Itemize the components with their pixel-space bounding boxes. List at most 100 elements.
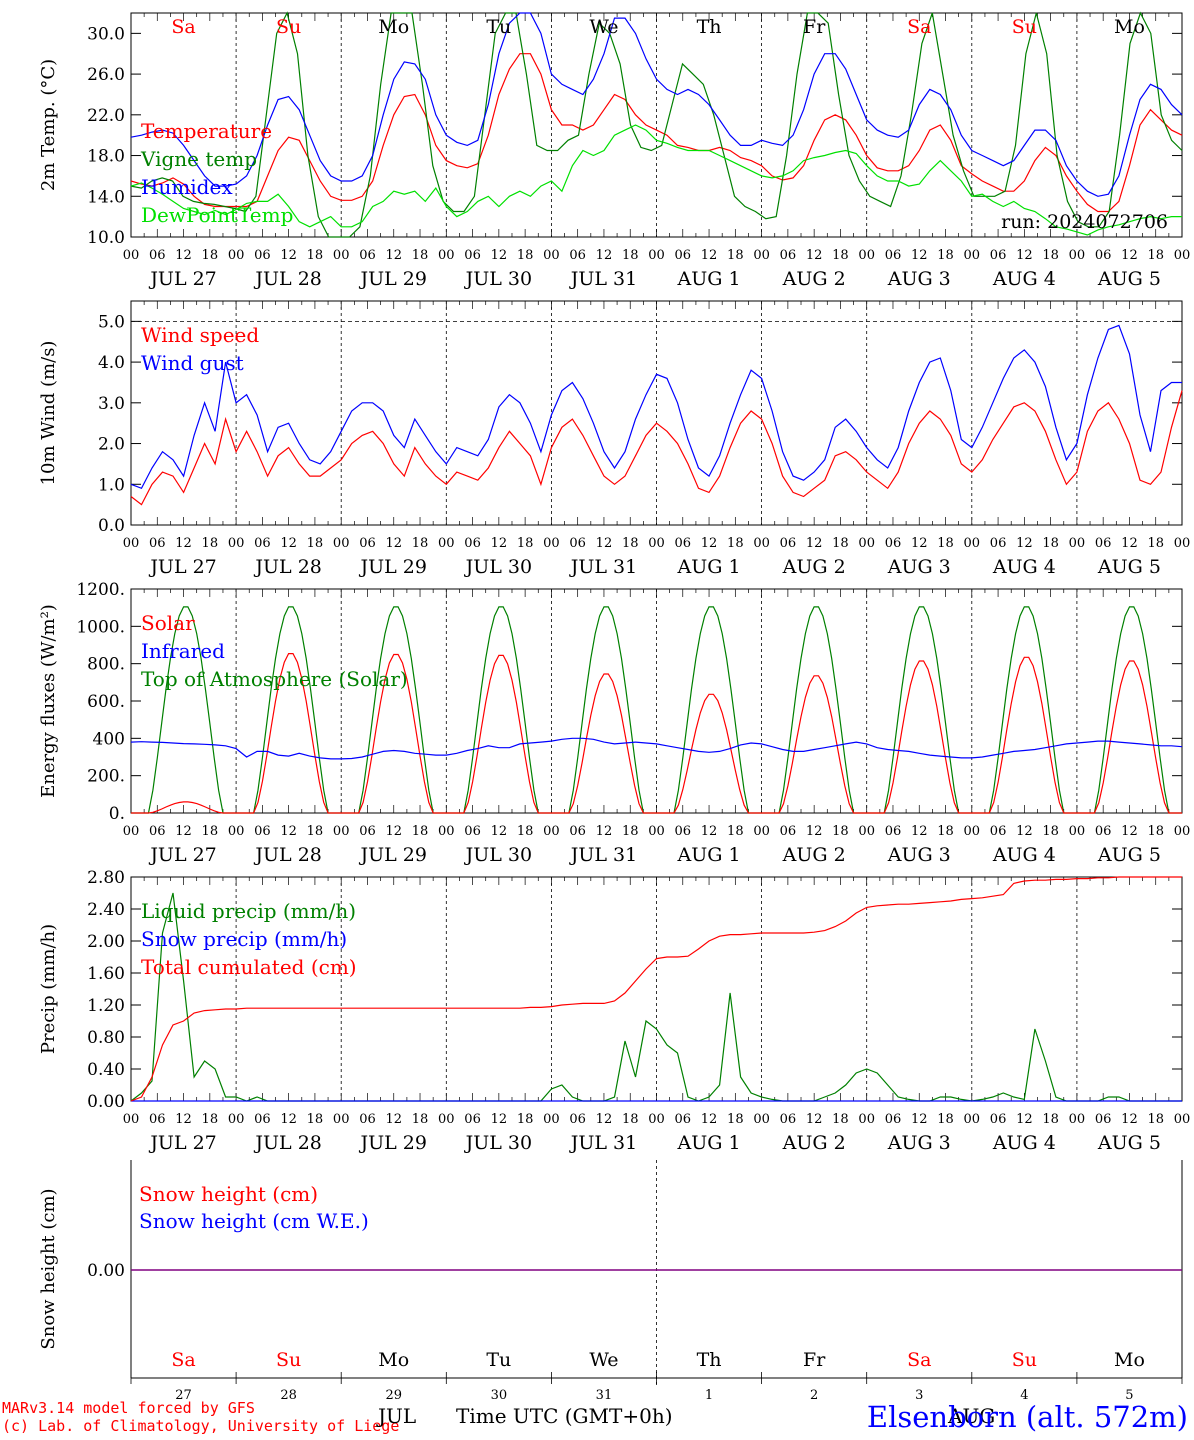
legend-infrared: Infrared bbox=[141, 639, 225, 663]
hour-label: 06 bbox=[990, 536, 1007, 551]
y-tick-label: 200. bbox=[87, 767, 125, 787]
hour-label: 00 bbox=[858, 248, 875, 263]
hour-label: 12 bbox=[175, 248, 192, 263]
hour-label: 00 bbox=[1174, 248, 1191, 263]
hour-label: 12 bbox=[491, 824, 508, 839]
hour-label: 00 bbox=[228, 248, 245, 263]
hour-label: 00 bbox=[123, 824, 140, 839]
hour-label: 18 bbox=[727, 536, 744, 551]
panel-frame bbox=[130, 588, 1183, 814]
legend-solar: Solar bbox=[141, 611, 195, 635]
hour-label: 18 bbox=[202, 1112, 219, 1127]
hour-label: 00 bbox=[1069, 248, 1086, 263]
day-number: 30 bbox=[491, 1388, 508, 1403]
hour-label: 18 bbox=[1147, 536, 1164, 551]
legend-vigne-temp: Vigne temp bbox=[140, 147, 257, 171]
date-label: JUL 28 bbox=[253, 556, 321, 578]
hour-label: 18 bbox=[727, 248, 744, 263]
hour-label: 18 bbox=[1042, 536, 1059, 551]
date-label: AUG 1 bbox=[677, 268, 741, 290]
hour-label: 00 bbox=[333, 824, 350, 839]
hour-label: 00 bbox=[1174, 1112, 1191, 1127]
day-name: Fr bbox=[803, 1349, 826, 1371]
y-tick-label: 1000. bbox=[76, 617, 125, 637]
hour-label: 18 bbox=[1147, 824, 1164, 839]
y-tick-label: 14.0 bbox=[87, 187, 125, 207]
date-label: JUL 30 bbox=[464, 268, 532, 290]
hour-label: 06 bbox=[885, 248, 902, 263]
y-tick-label: 1.20 bbox=[87, 996, 125, 1016]
hour-label: 06 bbox=[464, 824, 481, 839]
day-name: Mo bbox=[1114, 16, 1145, 38]
day-name: Su bbox=[276, 1349, 301, 1371]
date-label: AUG 4 bbox=[992, 844, 1056, 866]
hour-label: 18 bbox=[1042, 824, 1059, 839]
date-label: JUL 28 bbox=[253, 268, 321, 290]
date-label: AUG 5 bbox=[1097, 268, 1161, 290]
hour-label: 00 bbox=[543, 824, 560, 839]
hour-label: 12 bbox=[596, 1112, 613, 1127]
y-tick-label: 26.0 bbox=[87, 65, 125, 85]
hour-label: 00 bbox=[438, 536, 455, 551]
date-label: JUL 31 bbox=[569, 268, 637, 290]
date-label: JUL 30 bbox=[464, 844, 532, 866]
hour-label: 06 bbox=[780, 536, 797, 551]
hour-label: 12 bbox=[596, 248, 613, 263]
hour-label: 00 bbox=[123, 248, 140, 263]
hour-label: 12 bbox=[596, 824, 613, 839]
hour-label: 18 bbox=[412, 824, 429, 839]
y-axis-label: 2m Temp. (°C) bbox=[38, 59, 59, 191]
hour-label: 06 bbox=[149, 536, 166, 551]
hour-label: 00 bbox=[648, 1112, 665, 1127]
hour-label: 12 bbox=[596, 536, 613, 551]
y-tick-label: 2.80 bbox=[87, 868, 125, 888]
date-label: AUG 3 bbox=[887, 268, 951, 290]
date-label: JUL 29 bbox=[359, 556, 427, 578]
date-label: AUG 4 bbox=[992, 268, 1056, 290]
hour-label: 06 bbox=[359, 1112, 376, 1127]
series-humidex bbox=[130, 12, 1183, 197]
hour-label: 06 bbox=[885, 824, 902, 839]
hour-label: 00 bbox=[648, 248, 665, 263]
day-number: 27 bbox=[175, 1388, 192, 1403]
hour-label: 06 bbox=[569, 1112, 586, 1127]
y-tick-label: 0. bbox=[109, 804, 125, 824]
hour-label: 18 bbox=[307, 824, 324, 839]
series-wind-speed bbox=[130, 390, 1183, 506]
day-name: Fr bbox=[803, 16, 826, 38]
hour-label: 18 bbox=[832, 824, 849, 839]
hour-label: 12 bbox=[385, 248, 402, 263]
date-label: JUL 28 bbox=[253, 844, 321, 866]
hour-label: 06 bbox=[464, 1112, 481, 1127]
hour-label: 12 bbox=[491, 248, 508, 263]
hour-label: 06 bbox=[254, 824, 271, 839]
hour-label: 12 bbox=[806, 1112, 823, 1127]
hour-label: 00 bbox=[753, 824, 770, 839]
hour-label: 12 bbox=[1121, 824, 1138, 839]
hour-label: 18 bbox=[517, 824, 534, 839]
day-name: Th bbox=[697, 1349, 722, 1371]
hour-label: 12 bbox=[701, 536, 718, 551]
hour-label: 06 bbox=[1095, 248, 1112, 263]
y-tick-label: 5.0 bbox=[98, 312, 125, 332]
hour-label: 12 bbox=[385, 536, 402, 551]
hour-label: 12 bbox=[175, 824, 192, 839]
y-axis-label: Snow height (cm) bbox=[38, 1188, 59, 1349]
date-label: AUG 2 bbox=[782, 556, 846, 578]
hour-label: 06 bbox=[1095, 1112, 1112, 1127]
hour-label: 06 bbox=[675, 824, 692, 839]
hour-label: 18 bbox=[1147, 248, 1164, 263]
panel-3: 0. 200. 400 600. 800. 1000. 1200. Energy fluxes… bbox=[38, 580, 1190, 866]
hour-label: 00 bbox=[438, 1112, 455, 1127]
hour-label: 06 bbox=[569, 824, 586, 839]
hour-label: 18 bbox=[202, 248, 219, 263]
hour-label: 18 bbox=[517, 536, 534, 551]
day-name: Tu bbox=[486, 16, 511, 38]
hour-label: 18 bbox=[202, 824, 219, 839]
hour-label: 00 bbox=[543, 1112, 560, 1127]
date-label: AUG 4 bbox=[992, 1132, 1056, 1154]
day-number: 31 bbox=[596, 1388, 613, 1403]
day-number: 5 bbox=[1125, 1388, 1133, 1403]
hour-label: 00 bbox=[1069, 536, 1086, 551]
